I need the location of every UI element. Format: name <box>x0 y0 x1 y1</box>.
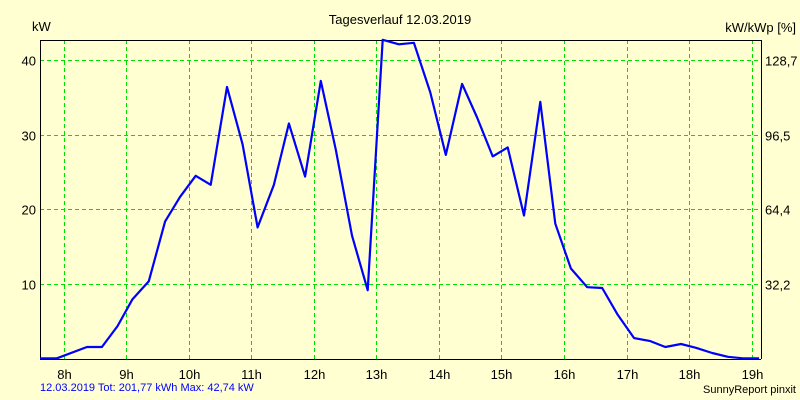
credit-text: SunnyReport pinxit <box>703 384 796 396</box>
y-right-tick-label: 64,4 <box>765 203 790 218</box>
y-right-tick-label: 32,2 <box>765 278 790 293</box>
x-tick-label: 11h <box>241 367 262 382</box>
x-tick-label: 8h <box>57 367 71 382</box>
series-line <box>40 38 760 360</box>
x-tick-label: 9h <box>119 367 133 382</box>
x-tick-label: 18h <box>679 367 701 382</box>
x-tick-label: 17h <box>617 367 639 382</box>
x-tick-label: 19h <box>742 367 764 382</box>
x-tick-label: 14h <box>429 367 451 382</box>
y-tick-label: 20 <box>22 203 36 218</box>
y-right-tick-label: 96,5 <box>765 129 790 144</box>
chart-title: Tagesverlauf 12.03.2019 <box>328 12 472 27</box>
x-tick-label: 10h <box>179 367 201 382</box>
y-axis-label: kW <box>32 19 51 34</box>
summary-text: 12.03.2019 Tot: 201,77 kWh Max: 42,74 kW <box>40 382 254 394</box>
y-tick-label: 30 <box>22 129 36 144</box>
x-tick-label: 15h <box>491 367 513 382</box>
y-axis-right-label: kW/kWp [%] <box>725 20 796 35</box>
y-tick-label: 40 <box>22 54 36 69</box>
x-tick-label: 12h <box>304 367 326 382</box>
y-right-tick-label: 128,7 <box>765 54 798 69</box>
x-tick-label: 13h <box>366 367 388 382</box>
x-tick-label: 16h <box>554 367 576 382</box>
y-tick-label: 10 <box>22 278 36 293</box>
